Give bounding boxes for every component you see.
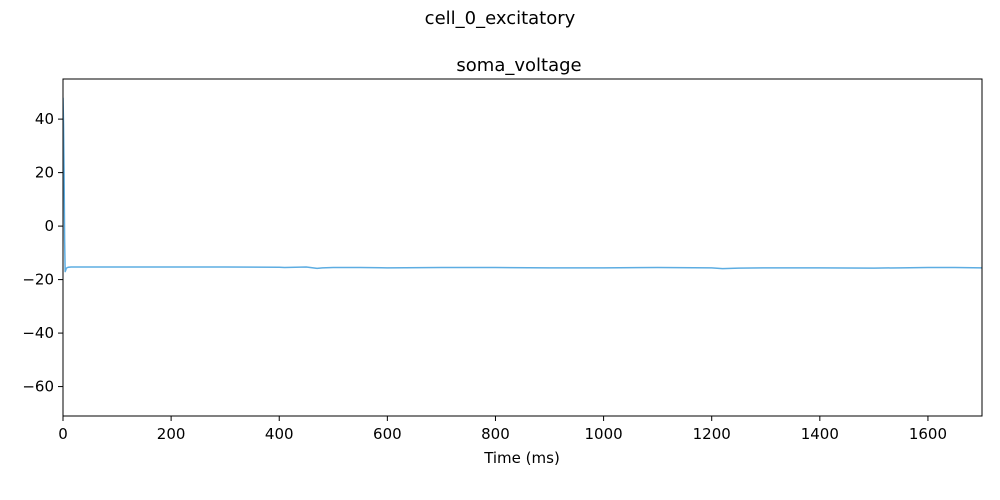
x-tick-label: 1000 (584, 425, 622, 443)
y-tick-label: 20 (35, 164, 54, 182)
y-tick-label: −60 (22, 378, 54, 396)
y-tick-label: 40 (35, 110, 54, 128)
x-tick-label: 600 (373, 425, 402, 443)
x-tick-label: 1600 (909, 425, 947, 443)
x-tick-label: 200 (157, 425, 186, 443)
y-tick-label: 0 (44, 217, 54, 235)
x-tick-label: 400 (265, 425, 294, 443)
series-line-0 (63, 97, 982, 273)
x-tick-label: 800 (481, 425, 510, 443)
axes-frame (62, 78, 983, 417)
figure-suptitle: cell_0_excitatory (425, 8, 576, 29)
y-tick-label: −20 (22, 271, 54, 289)
x-tick-label: 0 (58, 425, 68, 443)
y-tick-label: −40 (22, 324, 54, 342)
x-tick-label: 1200 (693, 425, 731, 443)
plot-area: 0 200 400 600 800 1000 1200 1400 1600 −60 −40 −20 0 2… (22, 78, 983, 443)
chart-title: soma_voltage (456, 55, 581, 76)
x-tick-label: 1400 (801, 425, 839, 443)
x-axis-label: Time (ms) (483, 449, 560, 467)
